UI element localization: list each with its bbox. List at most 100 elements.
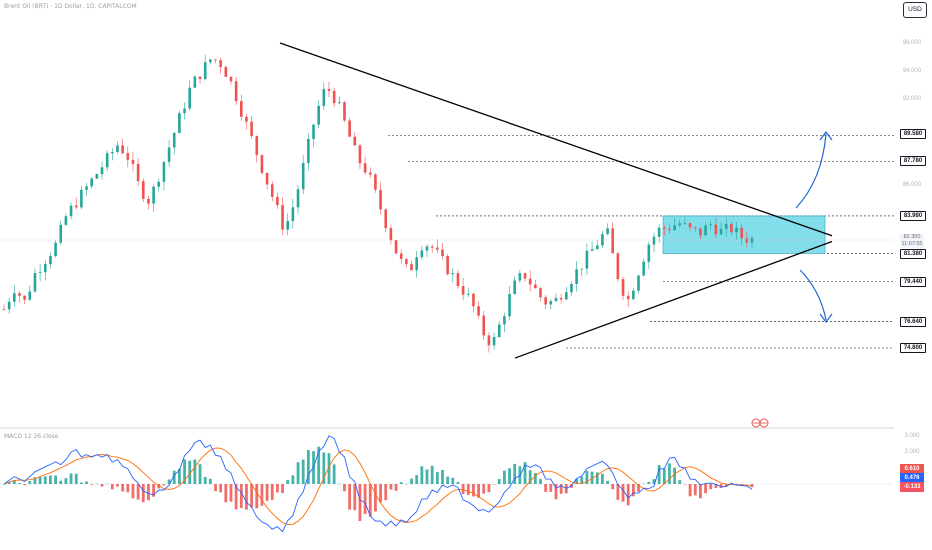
candle-body xyxy=(105,153,109,168)
candle-body xyxy=(18,293,21,296)
macd-hist-bar xyxy=(704,484,707,494)
candle-body xyxy=(740,227,743,239)
candle-body xyxy=(111,151,114,154)
events-icon[interactable] xyxy=(751,418,769,428)
triangle-lines[interactable] xyxy=(279,42,833,359)
candle-body xyxy=(296,189,300,208)
candle-body xyxy=(575,269,578,284)
macd-hist-bar xyxy=(662,468,666,484)
macd-hist-bar xyxy=(621,484,625,502)
macd-hist-bar xyxy=(234,484,238,510)
macd-hist-bar xyxy=(358,484,362,522)
candle-body xyxy=(245,116,248,122)
countdown-value: 11:07:55 xyxy=(901,241,923,247)
macd-hist-bar xyxy=(626,484,630,506)
upper-trendline xyxy=(279,42,833,237)
candle-body xyxy=(750,238,754,243)
macd-hist-bar xyxy=(399,482,403,484)
candle-body xyxy=(508,294,511,317)
macd-hist-bar xyxy=(147,484,150,501)
candle-body xyxy=(80,189,83,208)
candle-body xyxy=(100,167,104,175)
candle-body xyxy=(420,250,424,258)
macd-hist-bar xyxy=(270,484,274,500)
candle-body xyxy=(477,306,480,316)
macd-hist-bar xyxy=(554,484,558,500)
macd-hist-bar xyxy=(374,484,377,512)
candle-body xyxy=(188,87,192,109)
candle-body xyxy=(472,293,475,307)
candle-body xyxy=(611,228,615,254)
projection-arrows[interactable] xyxy=(795,131,833,323)
candle-body xyxy=(69,205,73,217)
candle-body xyxy=(43,264,47,273)
macd-hist-bar xyxy=(616,484,620,500)
up-arrow-curve xyxy=(795,133,827,209)
macd-hist-bar xyxy=(544,484,548,492)
candle-body xyxy=(699,228,702,236)
macd-hist-bar xyxy=(177,468,181,484)
macd-hist-bar xyxy=(110,484,114,490)
candle-body xyxy=(513,280,517,295)
candle-body xyxy=(456,273,460,287)
macd-hist-bar xyxy=(239,484,243,508)
candle-body xyxy=(745,238,749,243)
candle-body xyxy=(229,76,233,82)
candle-body xyxy=(214,59,217,61)
macd-hist-bar xyxy=(389,484,393,490)
candle-body xyxy=(642,261,645,276)
candle-body xyxy=(580,268,584,270)
macd-hist-bar xyxy=(152,484,155,497)
candle-body xyxy=(374,174,377,190)
macd-hist-bar xyxy=(549,484,553,492)
macd-hist-bar xyxy=(276,484,279,493)
macd-hist-bar xyxy=(688,484,692,497)
level-label-74800: 74.800 xyxy=(900,343,926,353)
macd-hist-bar xyxy=(379,484,382,503)
candle-body xyxy=(730,223,733,233)
price-tick: 92.000 xyxy=(902,96,922,102)
macd-hist-bar xyxy=(33,477,37,484)
candle-body xyxy=(234,81,238,102)
macd-hist-bar xyxy=(657,465,661,484)
candle-body xyxy=(116,145,119,152)
macd-hist-bar xyxy=(198,464,202,484)
macd-hist-bar xyxy=(281,484,284,494)
currency-button[interactable]: USD xyxy=(903,2,927,18)
candle-body xyxy=(405,259,408,265)
candle-body xyxy=(709,224,713,226)
candle-body xyxy=(668,228,671,231)
candle-body xyxy=(621,279,625,296)
candle-body xyxy=(74,205,78,208)
macd-hist-bar xyxy=(121,484,125,492)
macd-hist-bar xyxy=(508,468,511,484)
price-tick: 86.000 xyxy=(902,182,922,188)
candle-body xyxy=(209,59,212,63)
candle-body xyxy=(183,108,186,114)
macd-hist-bar xyxy=(404,483,408,485)
macd-hist-bar xyxy=(673,467,677,484)
candle-body xyxy=(647,244,651,262)
macd-hist-bar xyxy=(64,478,68,484)
candle-body xyxy=(441,249,444,257)
candle-body xyxy=(64,216,68,225)
macd-hist-bar xyxy=(167,479,171,484)
candle-body xyxy=(482,315,486,336)
macd-hist-bar xyxy=(348,484,352,510)
macd-hist-bar xyxy=(745,484,749,485)
macd-hist-bar xyxy=(668,463,671,484)
macd-hist-bar xyxy=(296,462,300,484)
macd-hist-bar xyxy=(2,484,6,485)
macd-hist-bar xyxy=(265,484,269,501)
level-label-83980: 83.980 xyxy=(900,211,926,221)
macd-hist-bar xyxy=(255,484,259,509)
consolidation-box[interactable] xyxy=(662,215,826,254)
candle-body xyxy=(239,101,243,117)
candle-body xyxy=(554,297,558,302)
macd-hist-bar xyxy=(647,481,651,484)
macd-hist-bar xyxy=(136,484,140,500)
candle-body xyxy=(657,227,661,237)
candle-body xyxy=(121,145,124,154)
macd-hist-bar xyxy=(7,482,11,484)
